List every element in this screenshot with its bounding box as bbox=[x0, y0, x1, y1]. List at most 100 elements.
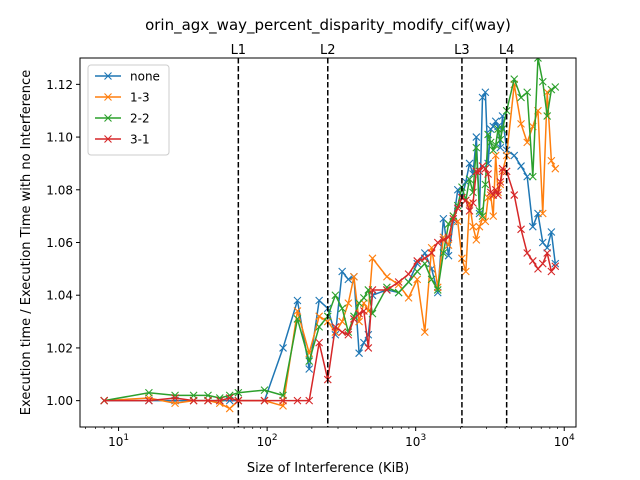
legend-marker bbox=[104, 93, 112, 101]
data-point bbox=[491, 117, 500, 126]
data-point bbox=[538, 259, 547, 268]
data-point bbox=[491, 185, 500, 194]
data-point bbox=[331, 322, 340, 331]
data-point bbox=[523, 88, 532, 97]
data-point bbox=[234, 396, 243, 405]
data-point bbox=[481, 164, 490, 173]
data-point bbox=[344, 299, 353, 308]
data-point bbox=[338, 304, 347, 313]
data-point bbox=[433, 286, 442, 294]
data-point bbox=[494, 191, 502, 199]
data-point bbox=[465, 206, 474, 215]
data-point bbox=[551, 83, 560, 91]
x-axis-label: Size of Interference (KiB) bbox=[247, 461, 409, 476]
data-point bbox=[305, 396, 314, 405]
data-point bbox=[189, 396, 198, 405]
data-point bbox=[465, 175, 474, 184]
data-point bbox=[344, 275, 353, 284]
data-point bbox=[481, 180, 490, 189]
data-point bbox=[444, 251, 453, 260]
data-point bbox=[461, 267, 470, 276]
data-point bbox=[496, 143, 505, 152]
data-point bbox=[472, 143, 481, 152]
data-point bbox=[350, 312, 358, 321]
data-point bbox=[517, 225, 525, 234]
data-point bbox=[413, 275, 422, 284]
data-point bbox=[359, 338, 368, 347]
data-point bbox=[427, 275, 436, 284]
y-tick-label: 1.06 bbox=[46, 236, 73, 250]
data-point bbox=[449, 214, 458, 223]
y-tick-label: 1.02 bbox=[46, 341, 73, 355]
vline-label-L1: L1 bbox=[231, 43, 247, 58]
data-point bbox=[404, 278, 413, 286]
data-point bbox=[420, 254, 429, 263]
data-point bbox=[394, 288, 403, 297]
data-point bbox=[498, 164, 507, 173]
data-point bbox=[517, 120, 525, 128]
data-point bbox=[484, 130, 492, 139]
data-point bbox=[496, 177, 505, 186]
legend-box bbox=[87, 64, 170, 156]
data-point bbox=[368, 286, 377, 294]
data-point bbox=[315, 312, 324, 321]
data-point bbox=[355, 309, 363, 318]
data-point bbox=[543, 112, 552, 120]
data-point bbox=[551, 259, 560, 268]
legend-label: 1-3 bbox=[130, 91, 150, 105]
y-tick-label: 1.10 bbox=[46, 131, 73, 145]
y-tick-label: 1.00 bbox=[46, 394, 73, 408]
data-point bbox=[469, 188, 477, 197]
legend-entry-3-1: 3-1 bbox=[95, 133, 150, 147]
chart-title: orin_agx_way_percent_disparity_modify_ci… bbox=[145, 16, 511, 35]
data-point bbox=[543, 249, 552, 257]
data-point bbox=[350, 272, 358, 281]
data-point bbox=[523, 249, 532, 257]
data-point bbox=[331, 291, 340, 300]
data-point bbox=[547, 85, 556, 94]
data-point bbox=[305, 357, 314, 365]
data-point bbox=[279, 344, 287, 352]
data-point bbox=[538, 209, 547, 218]
data-point bbox=[486, 138, 495, 147]
data-point bbox=[478, 93, 487, 102]
data-point bbox=[368, 254, 377, 263]
data-point bbox=[489, 146, 498, 155]
x-tick-label: 102 bbox=[257, 433, 278, 449]
vline-label-L4: L4 bbox=[499, 43, 515, 58]
data-point bbox=[293, 307, 302, 315]
y-axis-label: Execution time / Execution Time with no … bbox=[19, 70, 34, 415]
data-point bbox=[489, 212, 498, 221]
data-point bbox=[145, 396, 153, 405]
data-point bbox=[547, 228, 556, 236]
legend-entry-1-3: 1-3 bbox=[95, 91, 150, 105]
data-point bbox=[551, 164, 560, 173]
data-point bbox=[496, 135, 505, 144]
legend-label: 2-2 bbox=[130, 112, 150, 126]
legend-marker bbox=[104, 114, 112, 122]
data-point bbox=[305, 365, 314, 373]
data-point bbox=[453, 217, 462, 226]
data-point bbox=[338, 328, 347, 337]
data-point bbox=[478, 212, 487, 221]
data-point bbox=[225, 394, 234, 402]
data-point bbox=[364, 344, 373, 352]
series-line-2-2 bbox=[104, 58, 556, 402]
data-point bbox=[315, 338, 324, 347]
legend-marker bbox=[104, 135, 112, 143]
data-point bbox=[481, 88, 490, 97]
x-tick-label: 103 bbox=[405, 433, 426, 449]
data-point bbox=[359, 307, 368, 315]
plot-area: L1 L2 L3 L4 bbox=[100, 43, 560, 427]
legend-label: none bbox=[130, 70, 160, 84]
data-point bbox=[538, 238, 547, 247]
data-point bbox=[461, 196, 470, 205]
legend-marker bbox=[104, 72, 112, 80]
data-point bbox=[234, 388, 243, 397]
data-point bbox=[404, 270, 413, 279]
vline-label-L3: L3 bbox=[454, 43, 470, 58]
legend-entry-2-2: 2-2 bbox=[95, 112, 150, 126]
data-point bbox=[359, 293, 368, 302]
legend-entry-none: none bbox=[95, 70, 160, 84]
